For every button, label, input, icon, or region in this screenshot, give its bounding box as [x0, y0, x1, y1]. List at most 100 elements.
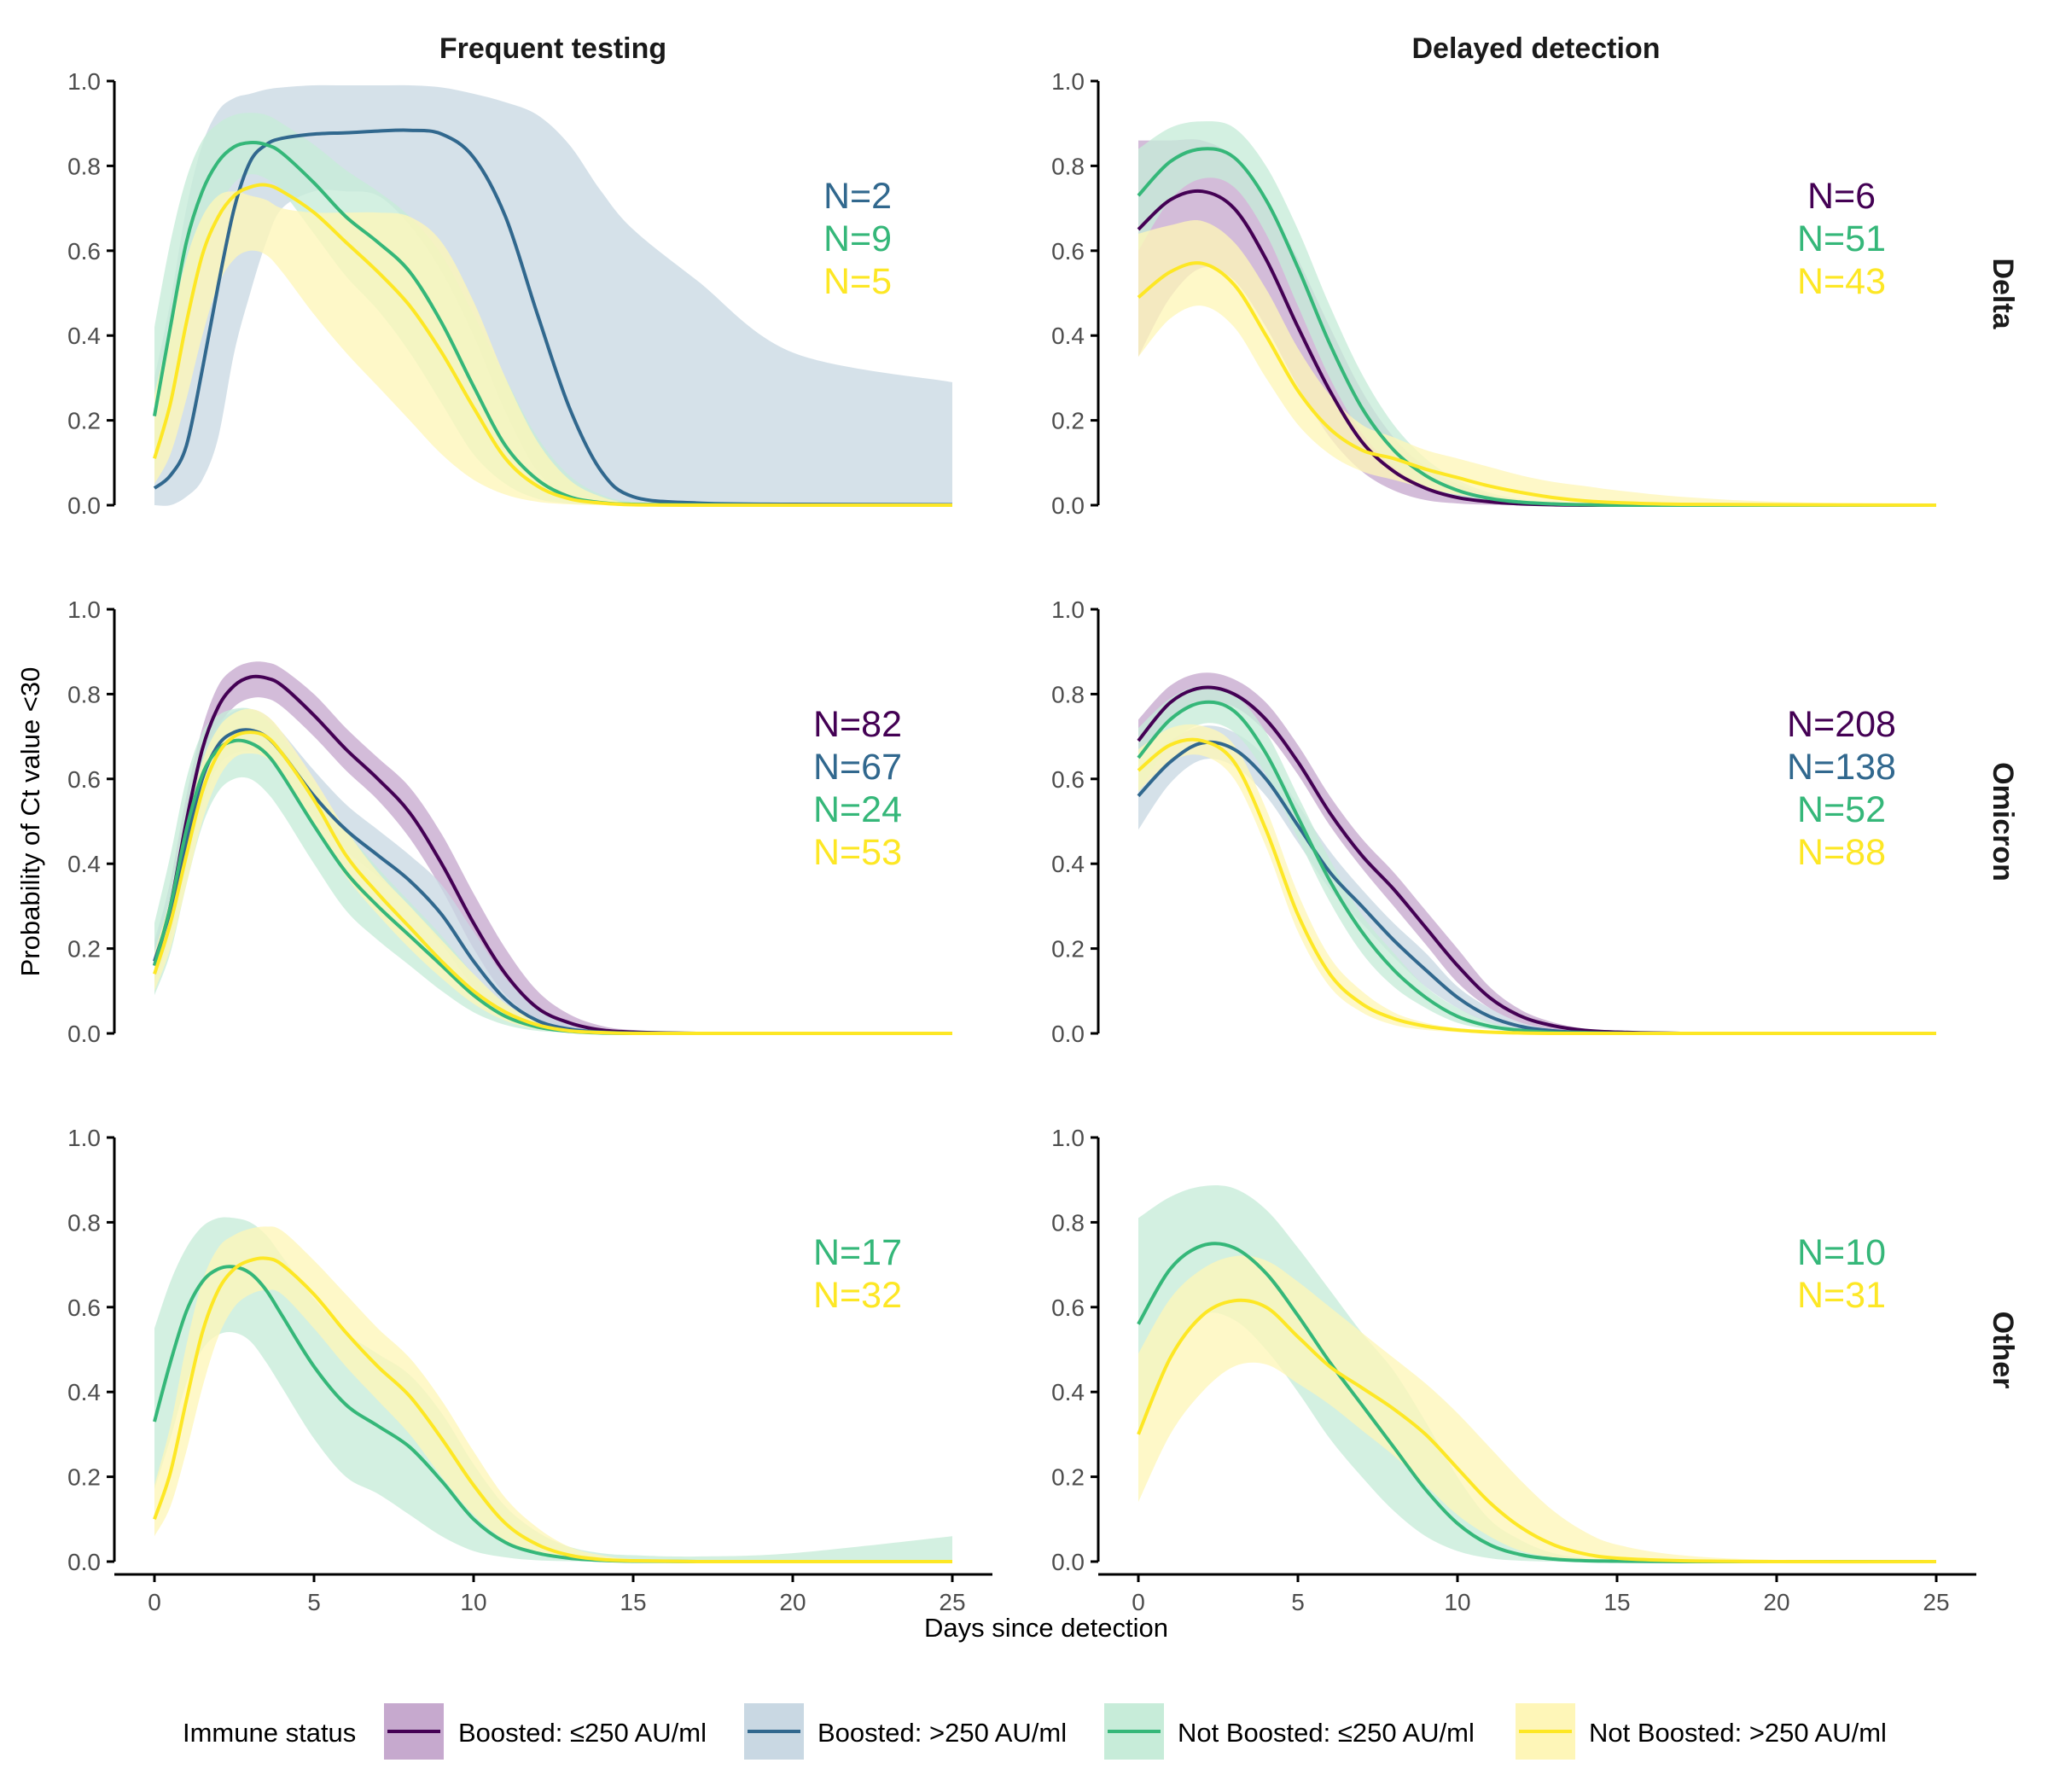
y-tick-label: 0.0 [1051, 492, 1085, 519]
count-label-nb_high: N=88 [1797, 832, 1886, 873]
panel-delta-delayed-detection: 0.0 0.2 0.4 0.6 0.8 1.0 N=6N=51N=43 [1051, 68, 1937, 519]
y-tick-label: 0.8 [67, 153, 101, 179]
y-tick-label: 0.8 [1051, 1209, 1085, 1236]
x-tick-label: 20 [779, 1589, 806, 1615]
facet-title-omicron: Omicron [1987, 762, 2019, 881]
y-tick-label: 0.2 [67, 1464, 101, 1491]
panel-other-frequent-testing: 0.0 0.2 0.4 0.6 0.8 1.0 0 5 10 15 20 25 N=17N=32 [67, 1125, 992, 1615]
panel-delta-frequent-testing: 0.0 0.2 0.4 0.6 0.8 1.0 N=2N=9N=5 [67, 68, 953, 519]
y-axis-title: Probability of Ct value <30 [15, 667, 45, 977]
count-label-b_high: N=138 [1787, 747, 1896, 788]
x-tick-label: 15 [620, 1589, 646, 1615]
count-label-b_high: N=2 [823, 176, 892, 217]
y-tick-label: 0.0 [67, 1549, 101, 1575]
x-axis-title: Days since detection [924, 1613, 1168, 1643]
count-label-nb_high: N=53 [813, 832, 902, 873]
facet-title-delta: Delta [1987, 258, 2019, 329]
ribbon-nb_high [1138, 724, 1936, 1034]
y-tick-label: 1.0 [67, 1125, 101, 1151]
count-label-b_low: N=6 [1807, 176, 1876, 217]
count-label-nb_high: N=5 [823, 261, 892, 302]
count-label-nb_low: N=51 [1797, 218, 1886, 259]
line-nb_high [153, 183, 952, 508]
x-tick-label: 25 [939, 1589, 965, 1615]
line-nb_high [1137, 1298, 1937, 1564]
y-tick-label: 1.0 [1051, 596, 1085, 623]
y-tick-label: 0.0 [67, 492, 101, 519]
line-b_high [153, 128, 953, 507]
count-label-nb_low: N=24 [813, 789, 902, 830]
x-tick-label: 10 [1444, 1589, 1470, 1615]
x-tick-label: 15 [1603, 1589, 1630, 1615]
ribbon-nb_high [154, 191, 952, 506]
y-tick-label: 1.0 [67, 68, 101, 95]
line-nb_high [153, 1256, 952, 1564]
panel-other-delayed-detection: 0.0 0.2 0.4 0.6 0.8 1.0 0 5 10 15 20 25 N=10N=31 [1051, 1125, 1976, 1615]
x-tick-label: 10 [460, 1589, 486, 1615]
y-tick-label: 1.0 [67, 596, 101, 623]
y-tick-label: 0.8 [67, 681, 101, 707]
y-tick-label: 0.0 [67, 1021, 101, 1047]
x-tick-label: 0 [148, 1589, 161, 1615]
y-tick-label: 0.0 [1051, 1021, 1085, 1047]
ribbon-nb_low [1138, 685, 1936, 1034]
facet-title-delayed-detection: Delayed detection [1412, 32, 1661, 65]
ribbon-nb_low [1138, 121, 1936, 506]
x-tick-label: 0 [1132, 1589, 1145, 1615]
x-tick-label: 20 [1763, 1589, 1789, 1615]
x-tick-label: 5 [307, 1589, 321, 1615]
count-label-nb_low: N=9 [823, 218, 892, 259]
count-label-nb_low: N=17 [813, 1232, 902, 1273]
y-tick-label: 0.6 [1051, 1295, 1085, 1321]
line-nb_high [1137, 261, 1937, 507]
ribbon-nb_low [154, 1217, 952, 1562]
legend-title: Immune status [183, 1718, 356, 1748]
y-tick-label: 1.0 [1051, 1125, 1085, 1151]
legend-label-boosted-low: Boosted: ≤250 AU/ml [458, 1718, 707, 1748]
count-label-b_high: N=67 [813, 747, 902, 788]
y-tick-label: 0.2 [1051, 936, 1085, 963]
y-tick-label: 0.8 [1051, 153, 1085, 179]
panels: 0.00.20.40.60.81.0N=2N=9N=50.00.20.40.60… [67, 68, 1976, 1615]
x-tick-label: 25 [1923, 1589, 1949, 1615]
y-tick-label: 0.4 [67, 1379, 101, 1405]
count-label-nb_high: N=43 [1797, 261, 1886, 302]
y-tick-label: 0.4 [1051, 323, 1085, 349]
facet-title-other: Other [1987, 1312, 2019, 1389]
line-nb_high [153, 730, 952, 1036]
y-tick-label: 0.4 [1051, 1379, 1085, 1405]
x-tick-label: 5 [1291, 1589, 1305, 1615]
ribbon-nb_high [154, 1226, 952, 1562]
y-tick-label: 0.2 [67, 408, 101, 434]
y-tick-label: 0.6 [1051, 238, 1085, 265]
y-tick-label: 0.4 [67, 851, 101, 877]
y-tick-label: 0.6 [1051, 766, 1085, 793]
count-label-b_low: N=208 [1787, 704, 1896, 745]
count-label-nb_low: N=10 [1797, 1232, 1886, 1273]
y-tick-label: 0.2 [67, 936, 101, 963]
line-nb_high [1137, 737, 1936, 1036]
y-tick-label: 0.2 [1051, 408, 1085, 434]
facet-title-frequent-testing: Frequent testing [439, 32, 666, 65]
y-tick-label: 0.0 [1051, 1549, 1085, 1575]
legend-label-notboosted-low: Not Boosted: ≤250 AU/ml [1178, 1718, 1475, 1748]
panel-omicron-frequent-testing: 0.0 0.2 0.4 0.6 0.8 1.0 N=82N=67N=24N=53 [67, 596, 952, 1047]
count-label-nb_high: N=32 [813, 1275, 902, 1316]
y-tick-label: 0.6 [67, 1295, 101, 1321]
count-label-nb_high: N=31 [1797, 1275, 1886, 1316]
count-label-b_low: N=82 [813, 704, 902, 745]
y-tick-label: 0.4 [1051, 851, 1085, 877]
count-label-nb_low: N=52 [1797, 789, 1886, 830]
y-tick-label: 1.0 [1051, 68, 1085, 95]
y-tick-label: 0.4 [67, 323, 101, 349]
legend-label-boosted-high: Boosted: >250 AU/ml [817, 1718, 1067, 1748]
legend: Immune status Boosted: ≤250 AU/ml Booste… [183, 1703, 1887, 1760]
y-tick-label: 0.8 [1051, 681, 1085, 707]
ribbon-nb_low [154, 113, 952, 506]
legend-label-notboosted-high: Not Boosted: >250 AU/ml [1589, 1718, 1887, 1748]
y-tick-label: 0.6 [67, 766, 101, 793]
y-tick-label: 0.8 [67, 1209, 101, 1236]
ribbon-nb_high [1138, 1255, 1936, 1562]
